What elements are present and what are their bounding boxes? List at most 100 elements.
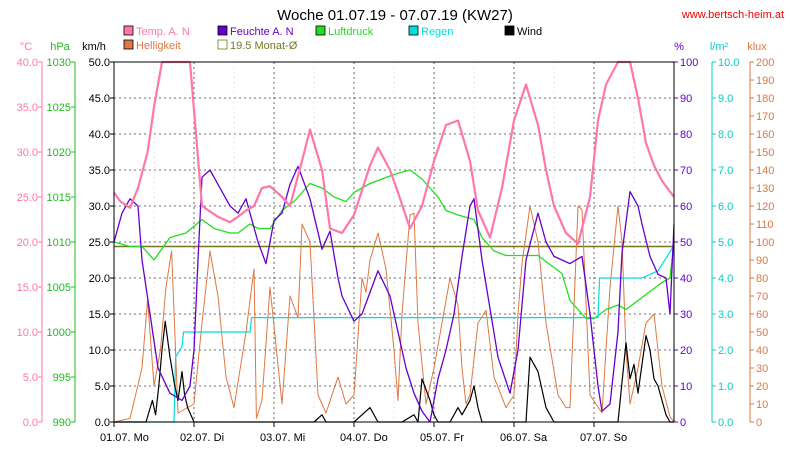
x-tick-label: 02.07. Di <box>180 432 224 444</box>
x-tick-label: 07.07. So <box>580 432 627 444</box>
series-temp-a-n <box>113 60 675 245</box>
x-tick-label: 05.07. Fr <box>420 432 464 444</box>
tick-label: 5.0 <box>23 372 38 384</box>
tick-label: 5.0 <box>95 381 110 393</box>
tick-label: 30 <box>680 309 692 321</box>
tick-label: 130 <box>756 183 774 195</box>
tick-label: 50.0 <box>89 57 110 69</box>
tick-label: 70 <box>756 291 768 303</box>
tick-label: 45.0 <box>89 93 110 105</box>
tick-label: 35.0 <box>17 102 38 114</box>
legend-label-19-5-monat: 19.5 Monat-Ø <box>230 40 298 52</box>
tick-label: 160 <box>756 129 774 141</box>
x-tick-label: 03.07. Mi <box>260 432 305 444</box>
tick-label: 120 <box>756 201 774 213</box>
tick-label: 60 <box>756 309 768 321</box>
right-axes: %0102030405060708090100l/m²0.01.02.03.04… <box>673 41 774 429</box>
x-axis-labels: 01.07. Mo 02.07. Di 03.07. Mi 04.07. Do 05.0… <box>100 422 627 444</box>
tick-label: 2.0 <box>718 345 733 357</box>
legend-swatch-helligkeit <box>123 39 134 50</box>
axis-unit: km/h <box>82 41 106 53</box>
x-tick-label: 06.07. Sa <box>500 432 548 444</box>
tick-label: 4.0 <box>718 273 733 285</box>
tick-label: 10 <box>680 381 692 393</box>
tick-label: 1.0 <box>718 381 733 393</box>
tick-label: 1025 <box>47 102 71 114</box>
tick-label: 6.0 <box>718 201 733 213</box>
tick-label: 1020 <box>47 147 71 159</box>
x-tick-label: 01.07. Mo <box>100 432 149 444</box>
legend-swatch-temp-a-n <box>123 25 134 36</box>
tick-label: 10.0 <box>89 345 110 357</box>
axis-unit: °C <box>20 41 32 53</box>
tick-label: 50 <box>680 237 692 249</box>
tick-label: 5.0 <box>718 237 733 249</box>
tick-label: 0.0 <box>718 417 733 429</box>
legend-swatch-feuchte-a-n <box>217 25 228 36</box>
tick-label: 50 <box>756 327 768 339</box>
tick-label: 990 <box>53 417 71 429</box>
legend-label-luftdruck: Luftdruck <box>328 26 374 38</box>
tick-label: 1030 <box>47 57 71 69</box>
left-axes: °C 0.0 5.0 10.0 15.0 20.0 25.0 30.0 35.0 40.0 hPa 9… <box>17 41 115 429</box>
legend-label-regen: Regen <box>421 26 453 38</box>
legend-label-helligkeit: Helligkeit <box>136 40 181 52</box>
plot-series <box>113 60 675 423</box>
tick-label: 1000 <box>47 327 71 339</box>
axis-unit: % <box>674 41 684 53</box>
tick-label: 1005 <box>47 282 71 294</box>
tick-label: 3.0 <box>718 309 733 321</box>
legend-swatch-19-5-monat <box>217 39 228 50</box>
tick-label: 200 <box>756 57 774 69</box>
axis-unit: klux <box>747 41 767 53</box>
tick-label: 40.0 <box>17 57 38 69</box>
tick-label: 25.0 <box>17 192 38 204</box>
tick-label: 10.0 <box>718 57 739 69</box>
tick-label: 30.0 <box>89 201 110 213</box>
legend-label-wind: Wind <box>517 26 542 38</box>
tick-label: 1015 <box>47 192 71 204</box>
tick-label: 20.0 <box>17 237 38 249</box>
axis-unit: hPa <box>50 41 70 53</box>
tick-label: 30.0 <box>17 147 38 159</box>
tick-label: 10.0 <box>17 327 38 339</box>
axis-unit: l/m² <box>710 41 729 53</box>
tick-label: 8.0 <box>718 129 733 141</box>
tick-label: 20 <box>680 345 692 357</box>
tick-label: 40.0 <box>89 129 110 141</box>
tick-label: 80 <box>756 273 768 285</box>
chart-title: Woche 01.07.19 - 07.07.19 (KW27) <box>277 7 513 24</box>
tick-label: 1010 <box>47 237 71 249</box>
tick-label: 180 <box>756 93 774 105</box>
tick-label: 9.0 <box>718 93 733 105</box>
tick-label: 70 <box>680 165 692 177</box>
tick-label: 80 <box>680 129 692 141</box>
tick-label: 100 <box>680 57 698 69</box>
tick-label: 170 <box>756 111 774 123</box>
tick-label: 15.0 <box>89 309 110 321</box>
tick-label: 100 <box>756 237 774 249</box>
tick-label: 0.0 <box>23 417 38 429</box>
tick-label: 90 <box>680 93 692 105</box>
series-regen <box>114 245 675 423</box>
tick-label: 995 <box>53 372 71 384</box>
tick-label: 7.0 <box>718 165 733 177</box>
series-wind <box>114 320 674 423</box>
tick-label: 20 <box>756 381 768 393</box>
tick-label: 40 <box>680 273 692 285</box>
tick-label: 35.0 <box>89 165 110 177</box>
tick-label: 0 <box>680 417 686 429</box>
legend: Temp. A. N Feuchte A. N Luftdruck Regen Wind… <box>123 25 542 52</box>
tick-label: 25.0 <box>89 237 110 249</box>
tick-label: 140 <box>756 165 774 177</box>
tick-label: 90 <box>756 255 768 267</box>
tick-label: 10 <box>756 399 768 411</box>
tick-label: 150 <box>756 147 774 159</box>
site-credit: www.bertsch-heim.at <box>681 9 784 21</box>
x-tick-label: 04.07. Do <box>340 432 388 444</box>
tick-label: 60 <box>680 201 692 213</box>
tick-label: 0 <box>756 417 762 429</box>
legend-label-temp-a-n: Temp. A. N <box>136 26 190 38</box>
legend-swatch-regen <box>408 25 419 36</box>
plot-frame <box>113 61 675 423</box>
